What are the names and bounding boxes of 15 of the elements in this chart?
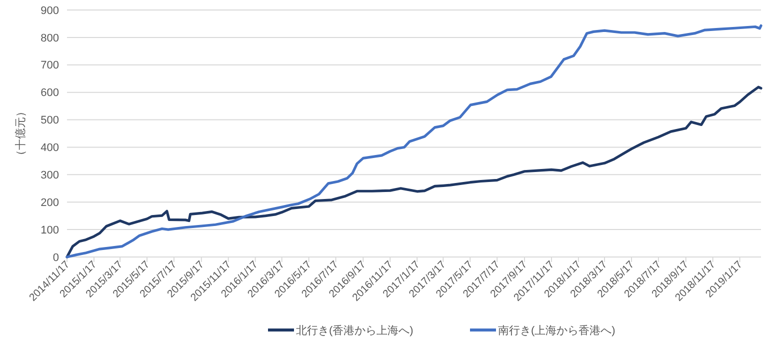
y-axis-title: （十億元）: [14, 106, 27, 161]
line-series: [66, 24, 762, 258]
y-tick-label: 500: [40, 114, 59, 127]
y-tick-label: 700: [40, 60, 59, 72]
legend-label: 南行き(上海から香港へ): [498, 324, 616, 337]
y-tick-label: 0: [52, 252, 59, 264]
y-tick-label: 100: [40, 224, 59, 236]
y-tick-label: 200: [40, 196, 59, 209]
y-tick-label: 400: [40, 142, 59, 154]
line-series: [66, 86, 762, 258]
y-tick-label: 800: [40, 32, 59, 44]
legend-label: 北行き(香港から上海へ): [296, 324, 414, 337]
y-tick-label: 900: [40, 4, 59, 17]
y-tick-label: 600: [40, 87, 59, 100]
y-tick-label: 300: [40, 170, 59, 182]
